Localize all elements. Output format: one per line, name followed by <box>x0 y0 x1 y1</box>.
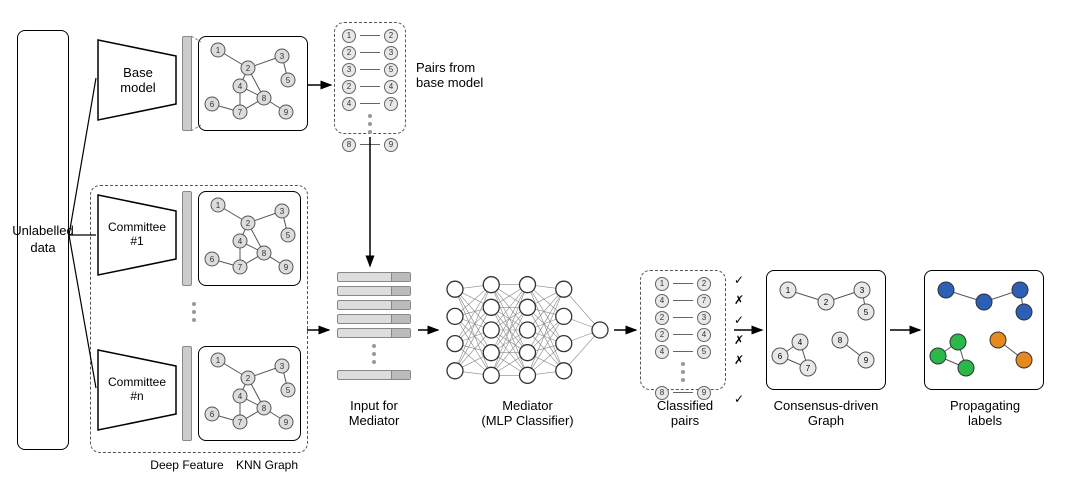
arrows-layer <box>0 0 1080 503</box>
